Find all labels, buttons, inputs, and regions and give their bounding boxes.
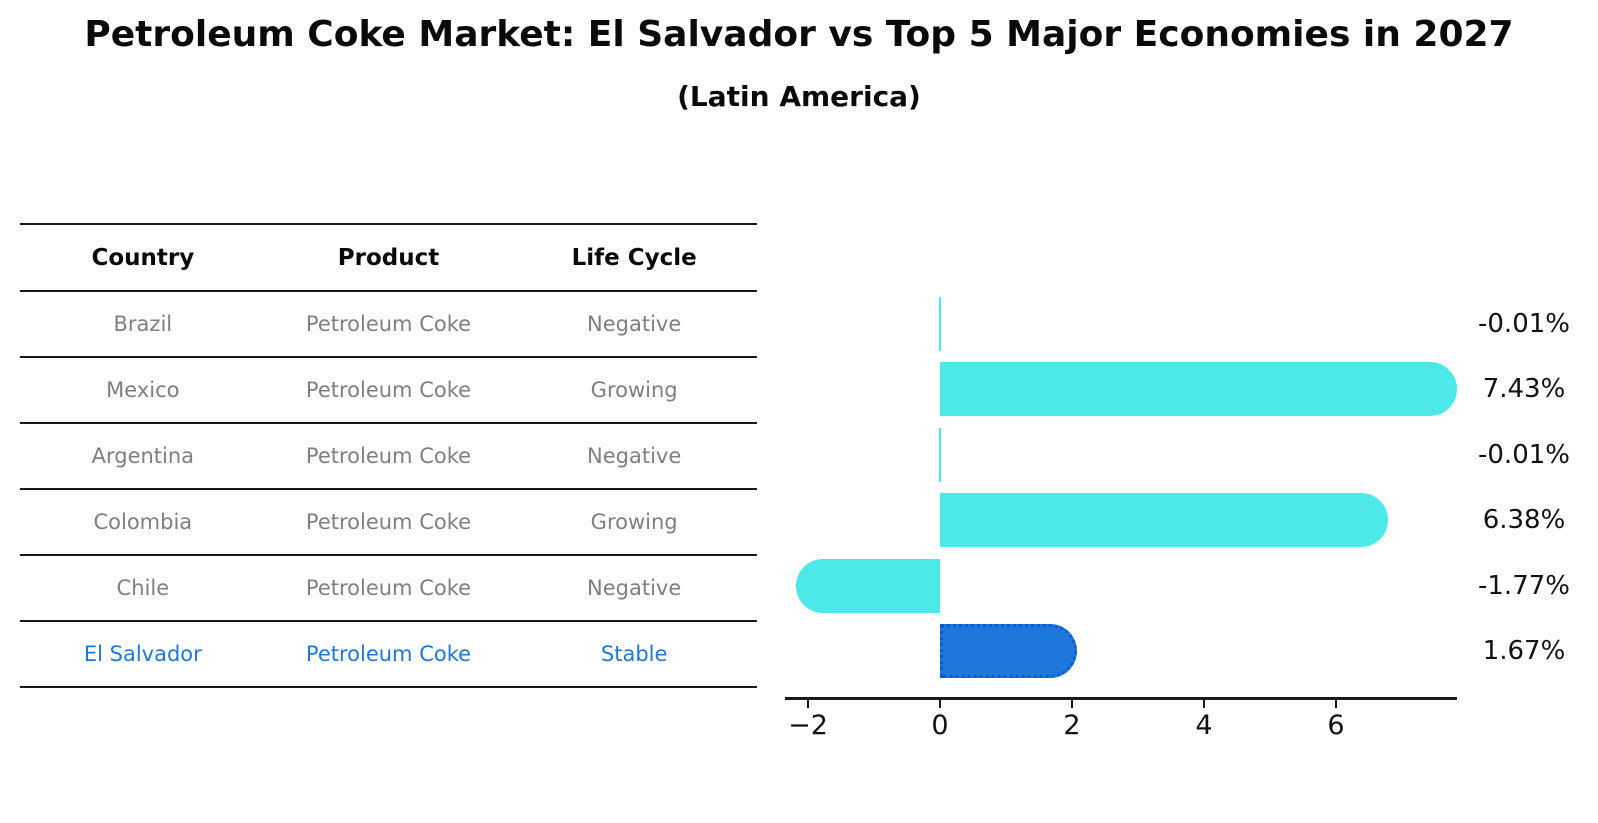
value-label-el-salvador: 1.67% bbox=[1482, 636, 1566, 666]
chart-title: Petroleum Coke Market: El Salvador vs To… bbox=[84, 14, 1514, 55]
column-header-country: Country bbox=[91, 244, 195, 271]
x-axis-tick-label: 4 bbox=[1195, 710, 1213, 741]
table-row-mexico: Mexico Petroleum Coke Growing bbox=[20, 357, 757, 423]
value-label-chile: -1.77% bbox=[1478, 570, 1570, 601]
bar-colombia bbox=[940, 493, 1389, 548]
cell-country: Chile bbox=[116, 576, 170, 600]
cell-product: Petroleum Coke bbox=[305, 312, 472, 336]
table-row-colombia: Colombia Petroleum Coke Growing bbox=[20, 489, 757, 555]
table-row-el-salvador: El Salvador Petroleum Coke Stable bbox=[20, 621, 757, 687]
cell-country: El Salvador bbox=[83, 642, 202, 666]
cell-life-cycle: Growing bbox=[590, 378, 678, 402]
x-axis-tick-label: 6 bbox=[1327, 710, 1345, 741]
cell-product: Petroleum Coke bbox=[305, 444, 472, 468]
column-header-product: Product bbox=[337, 244, 440, 271]
x-axis-tick bbox=[1335, 699, 1337, 708]
column-header-life-cycle: Life Cycle bbox=[571, 244, 697, 271]
value-label-colombia: 6.38% bbox=[1482, 505, 1566, 536]
cell-country: Mexico bbox=[106, 378, 180, 402]
bar-brazil bbox=[939, 297, 941, 351]
table-row-chile: Chile Petroleum Coke Negative bbox=[20, 555, 757, 621]
value-label-mexico: 7.43% bbox=[1482, 374, 1566, 405]
x-axis-tick bbox=[1071, 699, 1073, 708]
bar-argentina bbox=[939, 427, 941, 482]
cell-country: Colombia bbox=[93, 510, 193, 534]
x-axis-tick bbox=[807, 699, 809, 708]
country-table: Country Product Life Cycle Brazil Petrol… bbox=[20, 223, 757, 688]
cell-country: Brazil bbox=[113, 312, 173, 336]
cell-product: Petroleum Coke bbox=[305, 510, 472, 534]
cell-life-cycle: Negative bbox=[587, 444, 682, 468]
cell-country: Argentina bbox=[91, 444, 195, 468]
x-axis-line bbox=[784, 697, 1457, 700]
cell-product: Petroleum Coke bbox=[305, 576, 472, 600]
cell-life-cycle: Stable bbox=[600, 642, 668, 666]
x-axis-tick-label: 0 bbox=[931, 710, 949, 741]
table-row-brazil: Brazil Petroleum Coke Negative bbox=[20, 291, 757, 357]
bar-mexico bbox=[940, 362, 1458, 417]
x-axis-tick-label: 2 bbox=[1063, 710, 1081, 741]
bar-chile bbox=[796, 558, 940, 613]
cell-life-cycle: Growing bbox=[590, 510, 678, 534]
x-axis-tick-label: −2 bbox=[788, 710, 828, 741]
cell-life-cycle: Negative bbox=[587, 312, 682, 336]
value-label-argentina: -0.01% bbox=[1478, 439, 1570, 470]
x-axis-tick bbox=[939, 699, 941, 708]
x-axis-tick bbox=[1203, 699, 1205, 708]
cell-product: Petroleum Coke bbox=[305, 378, 472, 402]
chart-subtitle: (Latin America) bbox=[677, 80, 921, 113]
value-label-brazil: -0.01% bbox=[1478, 309, 1570, 339]
table-header-row: Country Product Life Cycle bbox=[20, 224, 757, 291]
cell-product: Petroleum Coke bbox=[305, 642, 472, 666]
bar-el-salvador bbox=[940, 624, 1078, 678]
table-row-argentina: Argentina Petroleum Coke Negative bbox=[20, 423, 757, 489]
cell-life-cycle: Negative bbox=[587, 576, 682, 600]
